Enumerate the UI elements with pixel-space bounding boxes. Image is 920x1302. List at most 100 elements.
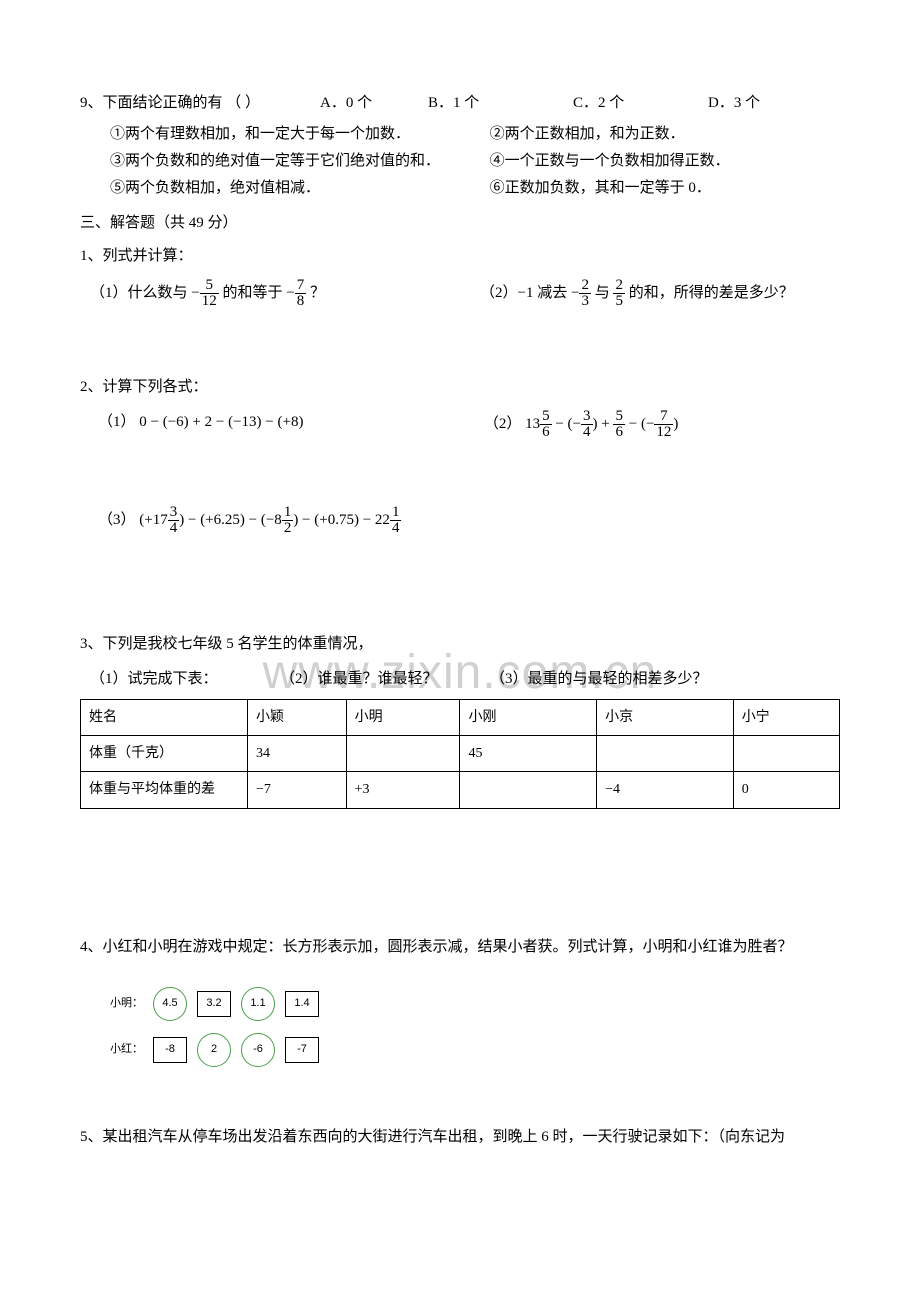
ming-shape-0: 4.5 xyxy=(153,987,187,1021)
r1-0: 34 xyxy=(247,736,346,772)
e3f3n: 1 xyxy=(390,505,402,521)
r1-1 xyxy=(346,736,460,772)
table-row-1: 体重（千克） 34 45 xyxy=(81,736,840,772)
p1-frac4-num: 2 xyxy=(613,278,625,294)
p1-sub2-post: 的和，所得的差是多少？ xyxy=(629,285,794,301)
r2-label: 体重与平均体重的差 xyxy=(81,772,248,808)
q9-option-a: A．0 个 xyxy=(320,90,428,117)
p1-sub2-pre: （2）−1 减去 xyxy=(480,285,567,301)
p1-frac1-den: 12 xyxy=(200,294,219,309)
p2-e3a: (+17 xyxy=(139,512,167,528)
p2-e2f2: 34 xyxy=(581,409,593,440)
r1-3 xyxy=(597,736,734,772)
r2-0: −7 xyxy=(247,772,346,808)
p2-expr1: （1） 0 − (−6) + 2 − (−13) − (+8) xyxy=(98,409,484,440)
p1-frac4: 25 xyxy=(613,278,625,309)
f3d: 6 xyxy=(613,425,625,440)
content-layer: 9、下面结论正确的有 （ ） A．0 个 B．1 个 C．2 个 D．3 个 ①… xyxy=(80,90,840,1151)
p2-e2f1: 56 xyxy=(540,409,552,440)
p3-subs: （1）试完成下表： （2）谁最重？谁最轻？ （3）最重的与最轻的相差多少？ xyxy=(90,666,840,693)
r2-2 xyxy=(460,772,597,808)
q9-stmts-1: ①两个有理数相加，和一定大于每一个加数． ②两个正数相加，和为正数． xyxy=(110,121,840,148)
r1-4 xyxy=(733,736,839,772)
e3f1d: 4 xyxy=(168,521,180,536)
e3f2d: 2 xyxy=(282,521,294,536)
ming-shape-2: 1.1 xyxy=(241,987,275,1021)
hong-shape-0: -8 xyxy=(153,1037,187,1063)
p2-expr3-label: （3） xyxy=(98,512,136,528)
q9-stmt1: ①两个有理数相加，和一定大于每一个加数． xyxy=(110,121,490,148)
th-1: 小颖 xyxy=(247,700,346,736)
p4-ming-label: 小明： xyxy=(110,994,143,1014)
p1-frac1-sign: − xyxy=(191,285,199,301)
p3-table: 姓名 小颖 小明 小刚 小京 小宁 体重（千克） 34 45 体重与平均体重的差… xyxy=(80,699,840,809)
p2-title: 2、计算下列各式： xyxy=(80,374,840,401)
f2n: 3 xyxy=(581,409,593,425)
p1-frac2-den: 8 xyxy=(295,294,307,309)
p4-title: 4、小红和小明在游戏中规定：长方形表示加，圆形表示减，结果小者获。列式计算，小明… xyxy=(80,934,840,961)
f4n: 7 xyxy=(654,409,673,425)
q9-option-d: D．3 个 xyxy=(708,90,760,117)
q9-option-b: B．1 个 xyxy=(428,90,573,117)
p4-ming-row: 小明： 4.5 3.2 1.1 1.4 xyxy=(110,987,840,1021)
p5-title: 5、某出租汽车从停车场出发沿着东西向的大街进行汽车出租，到晚上 6 时，一天行驶… xyxy=(80,1124,840,1151)
p4-hong-row: 小红： -8 2 -6 -7 xyxy=(110,1033,840,1067)
p2-expr2: （2） 1356 − (−34) + 56 − (−712) xyxy=(484,409,679,440)
r1-label: 体重（千克） xyxy=(81,736,248,772)
q9-stmt6: ⑥正数加负数，其和一定等于 0． xyxy=(490,175,711,202)
e3f1n: 3 xyxy=(168,505,180,521)
hong-shape-1: 2 xyxy=(197,1033,231,1067)
p1-frac3-den: 3 xyxy=(579,294,591,309)
p2-expr3: （3） (+1734) − (+6.25) − (−812) − (+0.75)… xyxy=(98,505,840,536)
r2-1: +3 xyxy=(346,772,460,808)
p2-expr2-label: （2） xyxy=(484,416,522,432)
e3f2n: 1 xyxy=(282,505,294,521)
p1-frac2-num: 7 xyxy=(295,278,307,294)
table-row-header: 姓名 小颖 小明 小刚 小京 小宁 xyxy=(81,700,840,736)
p1-title: 1、列式并计算： xyxy=(80,243,840,270)
ming-shape-3: 1.4 xyxy=(285,991,319,1017)
table-row-2: 体重与平均体重的差 −7 +3 −4 0 xyxy=(81,772,840,808)
th-4: 小京 xyxy=(597,700,734,736)
hong-shape-2: -6 xyxy=(241,1033,275,1067)
q9-stmts-2: ③两个负数和的绝对值一定等于它们绝对值的和． ④一个正数与一个负数相加得正数． xyxy=(110,148,840,175)
p2-e3f3: 14 xyxy=(390,505,402,536)
r2-4: 0 xyxy=(733,772,839,808)
f4d: 12 xyxy=(654,425,673,440)
p1-sub2: （2）−1 减去 −23 与 25 的和，所得的差是多少？ xyxy=(480,278,794,309)
p2-e2c: ) + xyxy=(593,416,614,432)
ming-shape-1: 3.2 xyxy=(197,991,231,1017)
q9-stmt5: ⑤两个负数相加，绝对值相减． xyxy=(110,175,490,202)
p1-frac3-sign: − xyxy=(571,285,579,301)
p1-subs: （1）什么数与 −512 的和等于 −78 ？ （2）−1 减去 −23 与 2… xyxy=(90,278,840,309)
p1-frac3: 23 xyxy=(579,278,591,309)
p2-e2e: ) xyxy=(673,416,678,432)
p2-e2d: − (− xyxy=(625,416,654,432)
p1-sub1: （1）什么数与 −512 的和等于 −78 ？ xyxy=(90,278,480,309)
q9-stmt4: ④一个正数与一个负数相加得正数． xyxy=(490,148,730,175)
q9-stem: 9、下面结论正确的有 （ ） xyxy=(80,90,320,117)
p2-e2a: 13 xyxy=(525,416,540,432)
section3-title: 三、解答题（共 49 分） xyxy=(80,210,840,237)
q9-option-c: C．2 个 xyxy=(573,90,708,117)
p2-expr1-label: （1） xyxy=(98,414,136,430)
p1-sub1-mid: 的和等于 xyxy=(222,285,282,301)
p4-hong-label: 小红： xyxy=(110,1040,143,1060)
th-2: 小明 xyxy=(346,700,460,736)
p1-frac1-num: 5 xyxy=(200,278,219,294)
p2-e2f4: 712 xyxy=(654,409,673,440)
r2-3: −4 xyxy=(597,772,734,808)
th-0: 姓名 xyxy=(81,700,248,736)
q9-stem-row: 9、下面结论正确的有 （ ） A．0 个 B．1 个 C．2 个 D．3 个 xyxy=(80,90,840,117)
q9-stmts-3: ⑤两个负数相加，绝对值相减． ⑥正数加负数，其和一定等于 0． xyxy=(110,175,840,202)
q9-stmt3: ③两个负数和的绝对值一定等于它们绝对值的和． xyxy=(110,148,490,175)
th-5: 小宁 xyxy=(733,700,839,736)
r1-2: 45 xyxy=(460,736,597,772)
p3-title: 3、下列是我校七年级 5 名学生的体重情况， xyxy=(80,631,840,658)
p1-frac2: 78 xyxy=(295,278,307,309)
th-3: 小刚 xyxy=(460,700,597,736)
p3-sub2: （2）谁最重？谁最轻？ xyxy=(280,666,490,693)
f1n: 5 xyxy=(540,409,552,425)
f1d: 6 xyxy=(540,425,552,440)
f2d: 4 xyxy=(581,425,593,440)
